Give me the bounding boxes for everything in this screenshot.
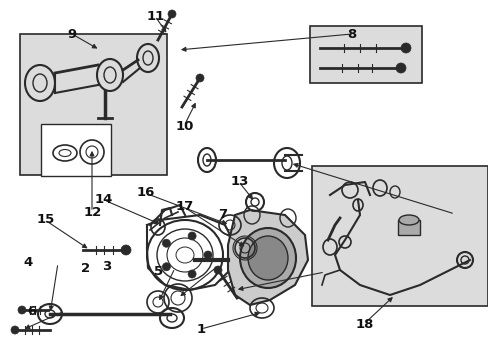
Ellipse shape bbox=[168, 10, 176, 18]
Bar bbox=[41, 124, 111, 176]
Text: 6: 6 bbox=[27, 305, 36, 318]
Text: 15: 15 bbox=[36, 213, 55, 226]
Polygon shape bbox=[227, 210, 307, 305]
Bar bbox=[309, 26, 421, 83]
Ellipse shape bbox=[395, 63, 405, 73]
Bar bbox=[20, 34, 167, 175]
Text: 11: 11 bbox=[146, 10, 164, 23]
Bar bbox=[397, 220, 419, 235]
Text: 8: 8 bbox=[347, 28, 356, 41]
Text: 1: 1 bbox=[197, 323, 205, 336]
Text: 14: 14 bbox=[95, 193, 113, 206]
Ellipse shape bbox=[162, 239, 170, 247]
Ellipse shape bbox=[121, 245, 131, 255]
Text: 9: 9 bbox=[68, 28, 77, 41]
Ellipse shape bbox=[400, 43, 410, 53]
Ellipse shape bbox=[196, 74, 203, 82]
Text: 12: 12 bbox=[83, 206, 102, 219]
Text: 18: 18 bbox=[354, 318, 373, 330]
Ellipse shape bbox=[214, 266, 222, 274]
Ellipse shape bbox=[203, 251, 212, 259]
Text: 7: 7 bbox=[218, 208, 226, 221]
Text: 10: 10 bbox=[175, 120, 194, 132]
Ellipse shape bbox=[11, 326, 19, 334]
Ellipse shape bbox=[247, 236, 287, 280]
Text: 2: 2 bbox=[81, 262, 90, 275]
Ellipse shape bbox=[188, 270, 196, 278]
Text: 4: 4 bbox=[24, 256, 33, 269]
Text: 5: 5 bbox=[154, 265, 163, 278]
Text: 16: 16 bbox=[136, 186, 155, 199]
Ellipse shape bbox=[240, 228, 295, 288]
Text: 3: 3 bbox=[102, 260, 111, 273]
Ellipse shape bbox=[188, 232, 196, 240]
Ellipse shape bbox=[398, 215, 418, 225]
Text: 17: 17 bbox=[175, 201, 194, 213]
Ellipse shape bbox=[162, 263, 170, 271]
Bar bbox=[311, 166, 487, 306]
Text: 13: 13 bbox=[230, 175, 248, 188]
Ellipse shape bbox=[18, 306, 26, 314]
